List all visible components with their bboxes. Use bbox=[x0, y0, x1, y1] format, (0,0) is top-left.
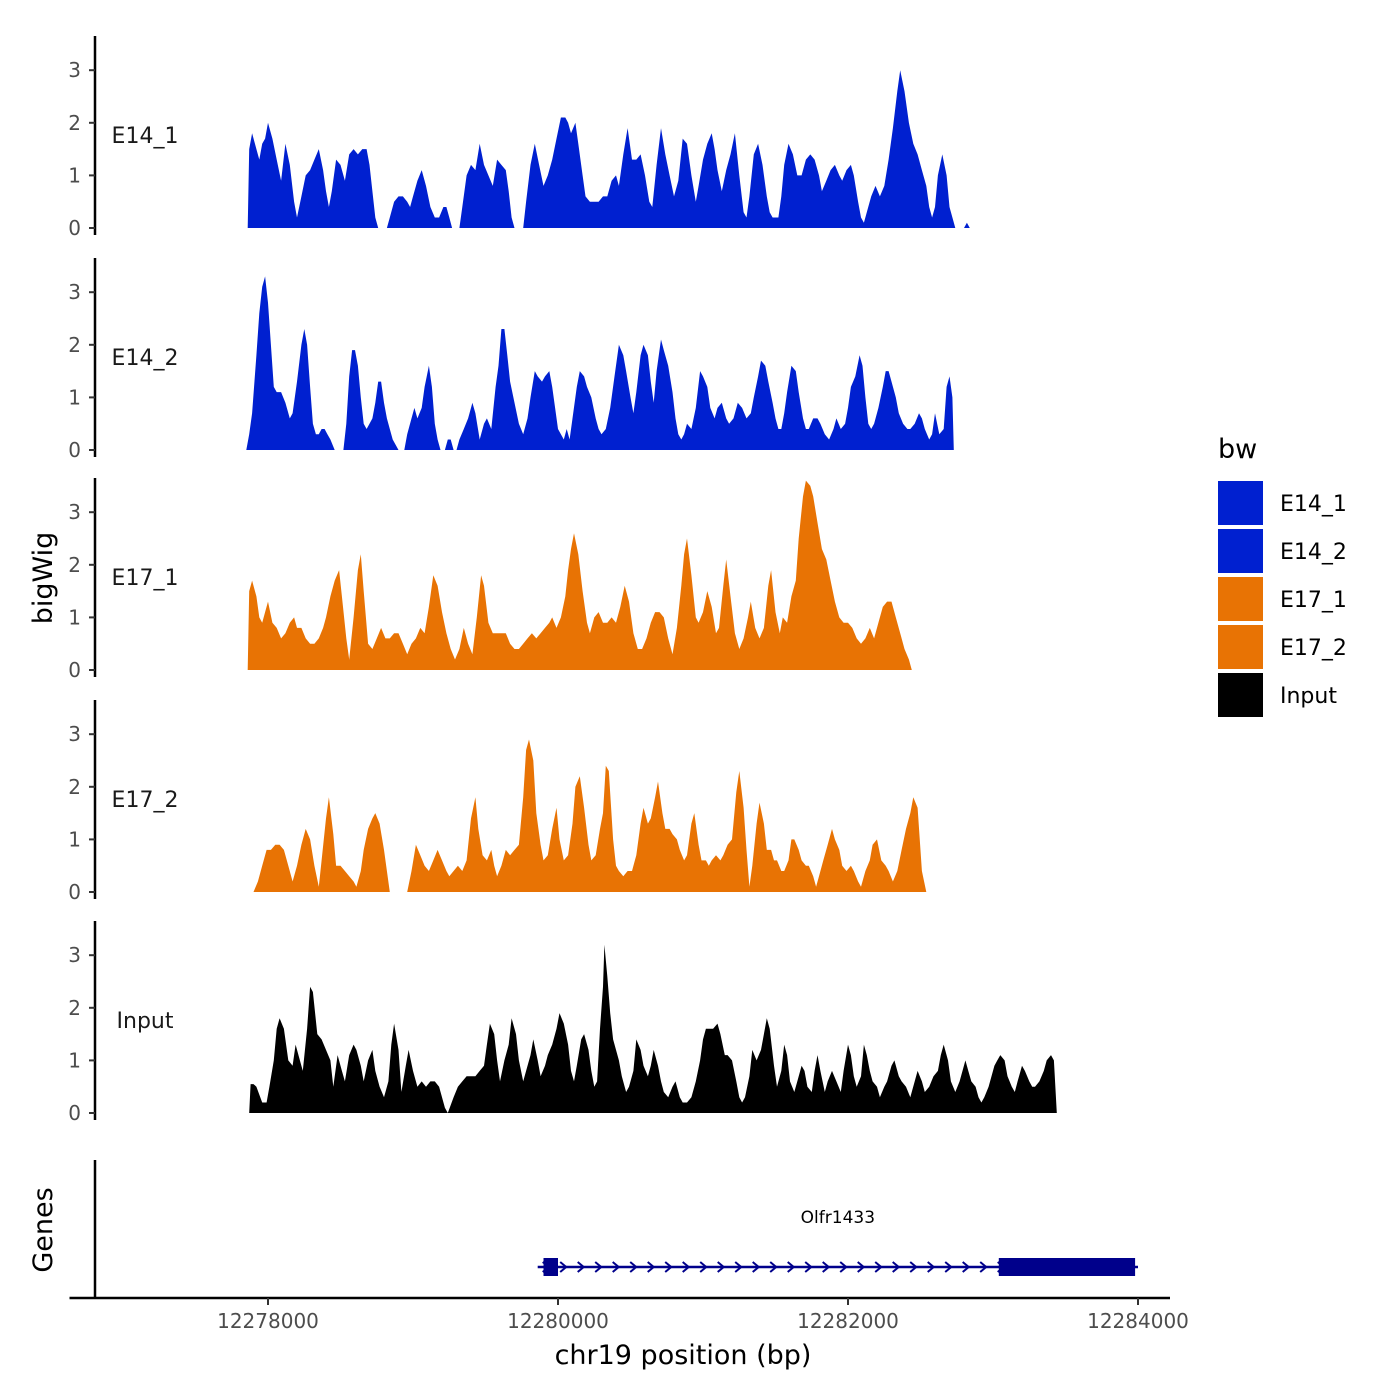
y-tick-label: 2 bbox=[68, 775, 81, 799]
strand-arrow bbox=[822, 1261, 831, 1273]
legend-swatch bbox=[1218, 577, 1263, 621]
strand-arrow bbox=[769, 1261, 778, 1273]
y-tick-label: 3 bbox=[68, 943, 81, 967]
track-e14-2: 0 1 2 3 E14_2 bbox=[68, 258, 954, 462]
y-tick-label: 0 bbox=[68, 658, 81, 682]
legend-label: E17_1 bbox=[1280, 588, 1347, 613]
y-tick-label: 2 bbox=[68, 996, 81, 1020]
strand-arrow bbox=[944, 1261, 953, 1273]
strand-arrow bbox=[734, 1261, 743, 1273]
legend-entry: Input bbox=[1218, 673, 1337, 717]
legend-swatch bbox=[1218, 673, 1263, 717]
legend-entry: E14_1 bbox=[1218, 481, 1347, 525]
strand-arrow bbox=[874, 1261, 883, 1273]
genes-panel: Olfr1433 bbox=[93, 1160, 1138, 1298]
x-axis: 12278000 12280000 12282000 12284000 bbox=[69, 1296, 1189, 1333]
y-tick-label: 1 bbox=[68, 605, 81, 629]
y-tick-label: 3 bbox=[68, 58, 81, 82]
track-label: Input bbox=[117, 1009, 174, 1034]
genes-axis-title: Genes bbox=[28, 1187, 59, 1272]
strand-arrow bbox=[559, 1261, 568, 1273]
legend-swatch bbox=[1218, 481, 1263, 525]
y-tick-label: 2 bbox=[68, 553, 81, 577]
x-tick-label: 12284000 bbox=[1087, 1309, 1189, 1333]
y-tick-label: 0 bbox=[68, 438, 81, 462]
legend-entry: E17_1 bbox=[1218, 577, 1347, 621]
y-tick-label: 1 bbox=[68, 163, 81, 187]
x-axis-title: chr19 position (bp) bbox=[555, 1340, 812, 1371]
legend-label: Input bbox=[1280, 684, 1337, 709]
strand-arrow bbox=[857, 1261, 866, 1273]
bigwig-tracks: 0 1 2 3 E14_1 0 1 2 3 E14_2 0 1 2 3 E17_1 0 1 2 3 E17_2 0 1 2 3… bbox=[68, 36, 1057, 1125]
y-tick-label: 0 bbox=[68, 216, 81, 240]
y-axis-title: bigWig bbox=[28, 532, 59, 625]
strand-arrow bbox=[612, 1261, 621, 1273]
y-tick-label: 1 bbox=[68, 385, 81, 409]
legend-swatch bbox=[1218, 625, 1263, 669]
track-label: E17_1 bbox=[112, 566, 179, 591]
strand-arrow bbox=[717, 1261, 726, 1273]
strand-arrow bbox=[962, 1261, 971, 1273]
signal-area bbox=[247, 70, 970, 228]
legend-title: bw bbox=[1218, 434, 1257, 465]
legend-label: E17_2 bbox=[1280, 636, 1347, 661]
y-tick-label: 3 bbox=[68, 500, 81, 524]
y-tick-label: 1 bbox=[68, 827, 81, 851]
y-tick-label: 2 bbox=[68, 111, 81, 135]
track-e17-2: 0 1 2 3 E17_2 bbox=[68, 700, 927, 904]
legend: bw E14_1 E14_2 E17_1 E17_2 Input bbox=[1218, 434, 1347, 717]
strand-arrow bbox=[647, 1261, 656, 1273]
legend-label: E14_1 bbox=[1280, 492, 1347, 517]
track-e17-1: 0 1 2 3 E17_1 bbox=[68, 478, 912, 682]
signal-area bbox=[246, 276, 954, 450]
strand-arrow bbox=[927, 1261, 936, 1273]
x-tick-label: 12278000 bbox=[217, 1309, 319, 1333]
strand-arrow bbox=[699, 1261, 708, 1273]
strand-arrow bbox=[682, 1261, 691, 1273]
y-tick-label: 2 bbox=[68, 333, 81, 357]
signal-area bbox=[253, 739, 927, 892]
track-input: 0 1 2 3 Input bbox=[68, 921, 1057, 1125]
strand-arrow bbox=[752, 1261, 761, 1273]
track-label: E14_2 bbox=[112, 346, 179, 371]
gene-olfr1433: Olfr1433 bbox=[537, 1208, 1138, 1276]
strand-arrow bbox=[787, 1261, 796, 1273]
gene-exon bbox=[998, 1258, 1136, 1276]
x-tick-label: 12282000 bbox=[797, 1309, 899, 1333]
legend-swatch bbox=[1218, 529, 1263, 573]
legend-entry: E17_2 bbox=[1218, 625, 1347, 669]
strand-arrow bbox=[909, 1261, 918, 1273]
strand-arrow bbox=[892, 1261, 901, 1273]
strand-arrow bbox=[839, 1261, 848, 1273]
strand-arrow bbox=[664, 1261, 673, 1273]
track-label: E17_2 bbox=[112, 788, 179, 813]
y-tick-label: 0 bbox=[68, 1101, 81, 1125]
y-tick-label: 3 bbox=[68, 722, 81, 746]
strand-arrow bbox=[594, 1261, 603, 1273]
track-e14-1: 0 1 2 3 E14_1 bbox=[68, 36, 970, 240]
gene-exon bbox=[543, 1258, 558, 1276]
gene-label: Olfr1433 bbox=[801, 1208, 875, 1228]
strand-arrow bbox=[979, 1261, 988, 1273]
track-label: E14_1 bbox=[112, 124, 179, 149]
signal-area bbox=[247, 480, 912, 670]
legend-label: E14_2 bbox=[1280, 540, 1347, 565]
y-tick-label: 0 bbox=[68, 880, 81, 904]
legend-entry: E14_2 bbox=[1218, 529, 1347, 573]
y-tick-label: 1 bbox=[68, 1048, 81, 1072]
strand-arrow bbox=[629, 1261, 638, 1273]
x-tick-label: 12280000 bbox=[507, 1309, 609, 1333]
signal-area bbox=[249, 944, 1057, 1113]
strand-arrow bbox=[577, 1261, 586, 1273]
y-tick-label: 3 bbox=[68, 280, 81, 304]
strand-arrow bbox=[804, 1261, 813, 1273]
